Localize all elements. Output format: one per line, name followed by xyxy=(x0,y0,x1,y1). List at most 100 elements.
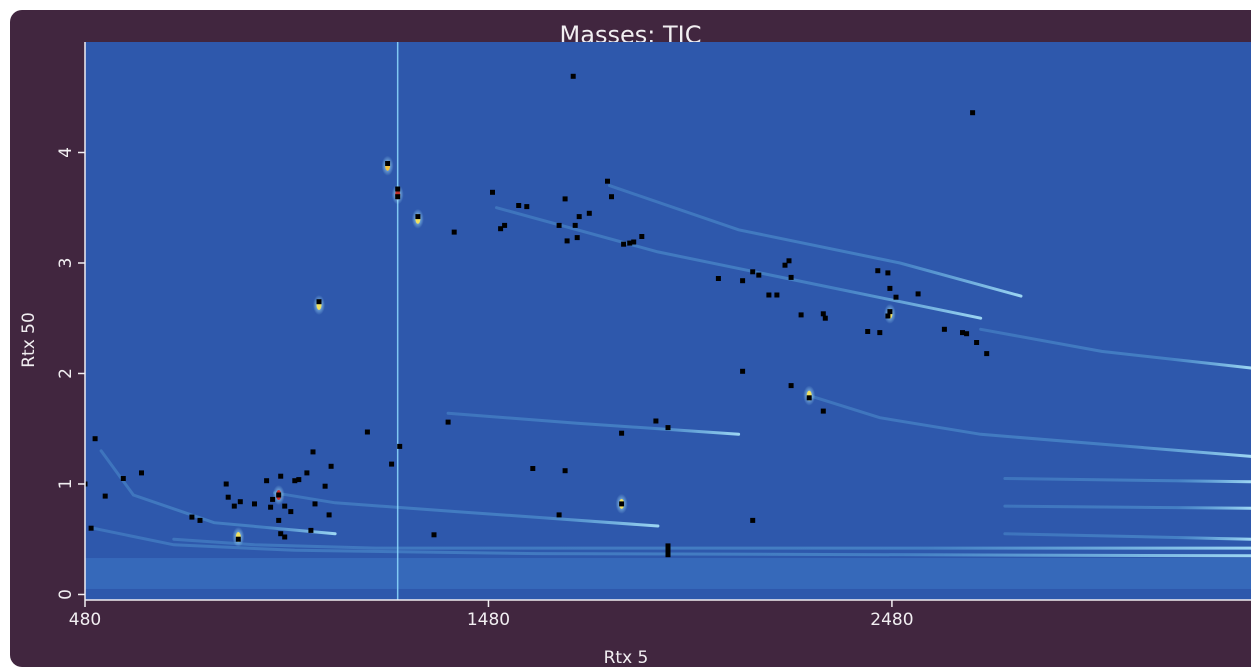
peak-marker xyxy=(278,531,284,537)
x-tick-label: 2480 xyxy=(870,610,913,630)
peak-marker xyxy=(296,477,302,483)
peak-marker xyxy=(740,278,746,284)
peak-marker xyxy=(189,514,195,520)
peak-marker xyxy=(326,512,332,518)
peak-marker xyxy=(490,189,495,195)
peak-marker xyxy=(516,203,522,208)
peak-marker xyxy=(225,494,231,500)
elution-streak xyxy=(608,184,1023,298)
y-axis-label: Rtx 50 xyxy=(19,312,39,368)
peak-marker xyxy=(941,326,947,332)
peak-marker xyxy=(328,463,334,469)
peak-marker xyxy=(665,425,671,431)
peak-marker xyxy=(715,276,721,281)
elution-streak xyxy=(99,449,337,536)
peak-marker xyxy=(231,503,237,509)
peak-marker xyxy=(278,473,284,479)
peak-marker xyxy=(223,481,229,487)
baseline-band xyxy=(85,558,1251,589)
peak-marker xyxy=(887,309,893,315)
peak-marker xyxy=(631,239,637,245)
x-axis-label: Rtx 5 xyxy=(604,648,649,667)
elution-streak xyxy=(273,491,660,528)
y-tick-label: 4 xyxy=(56,147,76,158)
peak-marker xyxy=(389,461,395,467)
peak-marker xyxy=(774,292,780,298)
peak-marker xyxy=(576,214,582,220)
peak-marker xyxy=(766,292,772,298)
y-tick-label: 1 xyxy=(56,479,76,490)
peak-marker xyxy=(120,476,126,481)
peak-marker xyxy=(556,512,562,518)
peak-marker xyxy=(92,436,98,442)
peak-marker xyxy=(621,241,627,247)
peak-marker xyxy=(915,291,921,297)
peak-marker xyxy=(788,383,794,389)
peak-marker xyxy=(562,196,568,202)
peak-marker xyxy=(786,258,792,264)
peak-marker xyxy=(665,547,671,553)
peak-marker xyxy=(562,468,568,474)
x-tick-label: 480 xyxy=(69,610,101,630)
peak-marker xyxy=(960,330,965,336)
peak-marker xyxy=(893,294,899,300)
x-tick-label: 1480 xyxy=(467,610,510,630)
peak-marker xyxy=(820,408,826,414)
peak-marker xyxy=(385,161,391,166)
peak-marker xyxy=(502,222,508,228)
peak-marker xyxy=(312,501,318,507)
peak-marker xyxy=(451,229,457,235)
peak-marker xyxy=(276,517,282,523)
peak-marker xyxy=(974,340,980,345)
elution-streak xyxy=(91,526,1251,558)
peak-marker xyxy=(85,481,88,487)
peak-marker xyxy=(308,527,314,533)
peak-marker xyxy=(586,210,592,216)
peak-marker xyxy=(653,418,659,424)
chart-panel: Masses: TIC 480 1480 2480 0 1 2 3 4 Rtx 5 Rtx 5… xyxy=(10,10,1251,667)
peak-marker xyxy=(782,262,788,268)
peak-marker xyxy=(564,238,570,244)
peak-marker xyxy=(885,270,891,276)
elution-streak xyxy=(1003,504,1251,510)
peak-marker xyxy=(316,299,322,305)
y-tick-label: 0 xyxy=(56,589,76,600)
elution-streak xyxy=(495,206,983,320)
peak-marker xyxy=(639,234,645,239)
peak-marker xyxy=(574,235,580,241)
peak-marker xyxy=(619,501,625,507)
peak-marker xyxy=(665,543,671,549)
peak-marker xyxy=(322,483,328,489)
elution-streak xyxy=(807,394,1251,458)
peak-marker xyxy=(665,552,671,558)
peak-marker xyxy=(304,470,310,476)
peak-marker xyxy=(415,214,421,220)
peak-marker xyxy=(820,311,826,317)
peak-marker xyxy=(964,331,970,337)
peak-marker xyxy=(877,330,883,336)
peak-marker xyxy=(139,470,144,476)
peak-marker xyxy=(197,517,203,523)
peak-marker xyxy=(740,368,746,374)
peak-marker xyxy=(282,534,288,540)
elution-streak xyxy=(979,327,1251,370)
plot-background xyxy=(85,42,1251,600)
peak-marker xyxy=(445,419,451,425)
peak-marker xyxy=(822,315,828,321)
peak-marker xyxy=(397,443,403,449)
peak-marker xyxy=(570,73,576,79)
peak-marker xyxy=(264,478,270,484)
peak-marker xyxy=(756,272,762,278)
peak-marker xyxy=(498,226,504,232)
peak-marker xyxy=(627,240,633,246)
peak-marker xyxy=(282,503,288,509)
peak-marker xyxy=(605,178,610,184)
peak-marker xyxy=(395,194,401,200)
heatmap-chart: 480 1480 2480 0 1 2 3 4 Rtx 5 Rtx 50 xyxy=(19,42,1251,667)
peak-marker xyxy=(288,509,294,515)
peak-marker xyxy=(395,186,401,192)
peak-marker xyxy=(310,449,316,455)
peak-marker xyxy=(88,525,94,531)
peak-marker xyxy=(619,430,625,436)
peak-marker xyxy=(237,499,243,505)
